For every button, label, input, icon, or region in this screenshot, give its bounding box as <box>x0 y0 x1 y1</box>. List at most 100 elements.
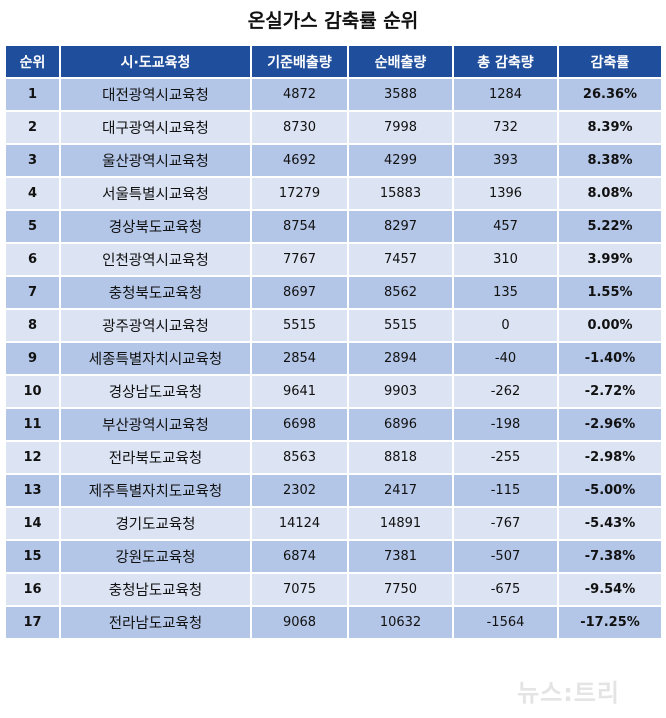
table-row: 16 충청남도교육청 7075 7750 -675 -9.54% <box>4 572 663 607</box>
reduction-cell: 393 <box>452 143 559 178</box>
rate-cell: 8.39% <box>557 110 663 145</box>
baseline-cell: 2854 <box>250 341 349 376</box>
table-row: 2 대구광역시교육청 8730 7998 732 8.39% <box>4 110 663 145</box>
table-row: 7 충청북도교육청 8697 8562 135 1.55% <box>4 275 663 310</box>
rate-cell: -1.40% <box>557 341 663 376</box>
reduction-cell: 0 <box>452 308 559 343</box>
name-cell: 울산광역시교육청 <box>59 143 252 178</box>
rate-cell: 8.38% <box>557 143 663 178</box>
baseline-cell: 8563 <box>250 440 349 475</box>
name-cell: 인천광역시교육청 <box>59 242 252 277</box>
header-office: 시·도교육청 <box>59 44 252 79</box>
baseline-cell: 17279 <box>250 176 349 211</box>
rate-cell: -2.72% <box>557 374 663 409</box>
table-header-row: 순위 시·도교육청 기준배출량 순배출량 총 감축량 감축률 <box>4 44 663 79</box>
table-body: 1 대전광역시교육청 4872 3588 1284 26.36% 2 대구광역시교육청 8730… <box>4 77 663 640</box>
name-cell: 부산광역시교육청 <box>59 407 252 442</box>
baseline-cell: 9641 <box>250 374 349 409</box>
reduction-cell: 1284 <box>452 77 559 112</box>
name-cell: 세종특별자치시교육청 <box>59 341 252 376</box>
name-cell: 경상남도교육청 <box>59 374 252 409</box>
rate-cell: -9.54% <box>557 572 663 607</box>
baseline-cell: 14124 <box>250 506 349 541</box>
baseline-cell: 8754 <box>250 209 349 244</box>
name-cell: 전라북도교육청 <box>59 440 252 475</box>
baseline-cell: 7767 <box>250 242 349 277</box>
net-cell: 3588 <box>347 77 454 112</box>
baseline-cell: 5515 <box>250 308 349 343</box>
table-row: 13 제주특별자치도교육청 2302 2417 -115 -5.00% <box>4 473 663 508</box>
name-cell: 경기도교육청 <box>59 506 252 541</box>
name-cell: 충청남도교육청 <box>59 572 252 607</box>
net-cell: 2417 <box>347 473 454 508</box>
rank-cell: 16 <box>4 572 61 607</box>
name-cell: 서울특별시교육청 <box>59 176 252 211</box>
rank-cell: 12 <box>4 440 61 475</box>
baseline-cell: 4872 <box>250 77 349 112</box>
rate-cell: 5.22% <box>557 209 663 244</box>
header-net-emission: 순배출량 <box>347 44 454 79</box>
rate-cell: -7.38% <box>557 539 663 574</box>
name-cell: 강원도교육청 <box>59 539 252 574</box>
net-cell: 7381 <box>347 539 454 574</box>
table-row: 3 울산광역시교육청 4692 4299 393 8.38% <box>4 143 663 178</box>
table-row: 11 부산광역시교육청 6698 6896 -198 -2.96% <box>4 407 663 442</box>
baseline-cell: 6698 <box>250 407 349 442</box>
rate-cell: -5.00% <box>557 473 663 508</box>
name-cell: 제주특별자치도교육청 <box>59 473 252 508</box>
table-row: 17 전라남도교육청 9068 10632 -1564 -17.25% <box>4 605 663 640</box>
net-cell: 14891 <box>347 506 454 541</box>
table-row: 14 경기도교육청 14124 14891 -767 -5.43% <box>4 506 663 541</box>
reduction-cell: 457 <box>452 209 559 244</box>
net-cell: 7750 <box>347 572 454 607</box>
header-rank: 순위 <box>4 44 61 79</box>
reduction-cell: 1396 <box>452 176 559 211</box>
rank-cell: 14 <box>4 506 61 541</box>
rank-cell: 4 <box>4 176 61 211</box>
page-title: 온실가스 감축률 순위 <box>247 10 419 32</box>
net-cell: 15883 <box>347 176 454 211</box>
name-cell: 경상북도교육청 <box>59 209 252 244</box>
name-cell: 대전광역시교육청 <box>59 77 252 112</box>
rate-cell: 3.99% <box>557 242 663 277</box>
table-row: 15 강원도교육청 6874 7381 -507 -7.38% <box>4 539 663 574</box>
baseline-cell: 6874 <box>250 539 349 574</box>
rate-cell: 0.00% <box>557 308 663 343</box>
reduction-cell: 310 <box>452 242 559 277</box>
rank-cell: 10 <box>4 374 61 409</box>
net-cell: 7998 <box>347 110 454 145</box>
name-cell: 전라남도교육청 <box>59 605 252 640</box>
table-row: 4 서울특별시교육청 17279 15883 1396 8.08% <box>4 176 663 211</box>
rate-cell: -2.96% <box>557 407 663 442</box>
net-cell: 8562 <box>347 275 454 310</box>
net-cell: 8297 <box>347 209 454 244</box>
watermark-logo: 뉴스:트리 <box>517 679 620 707</box>
rank-cell: 6 <box>4 242 61 277</box>
reduction-cell: 732 <box>452 110 559 145</box>
name-cell: 대구광역시교육청 <box>59 110 252 145</box>
table-row: 5 경상북도교육청 8754 8297 457 5.22% <box>4 209 663 244</box>
table-row: 6 인천광역시교육청 7767 7457 310 3.99% <box>4 242 663 277</box>
rank-cell: 15 <box>4 539 61 574</box>
reduction-cell: 135 <box>452 275 559 310</box>
table-row: 1 대전광역시교육청 4872 3588 1284 26.36% <box>4 77 663 112</box>
rank-cell: 5 <box>4 209 61 244</box>
baseline-cell: 4692 <box>250 143 349 178</box>
rank-cell: 8 <box>4 308 61 343</box>
rank-cell: 1 <box>4 77 61 112</box>
reduction-cell: -255 <box>452 440 559 475</box>
net-cell: 5515 <box>347 308 454 343</box>
rank-cell: 9 <box>4 341 61 376</box>
table-row: 8 광주광역시교육청 5515 5515 0 0.00% <box>4 308 663 343</box>
reduction-cell: -767 <box>452 506 559 541</box>
baseline-cell: 9068 <box>250 605 349 640</box>
reduction-cell: -262 <box>452 374 559 409</box>
table-row: 9 세종특별자치시교육청 2854 2894 -40 -1.40% <box>4 341 663 376</box>
rate-cell: 8.08% <box>557 176 663 211</box>
reduction-cell: -40 <box>452 341 559 376</box>
reduction-cell: -675 <box>452 572 559 607</box>
net-cell: 6896 <box>347 407 454 442</box>
name-cell: 광주광역시교육청 <box>59 308 252 343</box>
baseline-cell: 8697 <box>250 275 349 310</box>
reduction-rank-table: 순위 시·도교육청 기준배출량 순배출량 총 감축량 감축률 1 대전광역시교육청… <box>4 44 663 640</box>
